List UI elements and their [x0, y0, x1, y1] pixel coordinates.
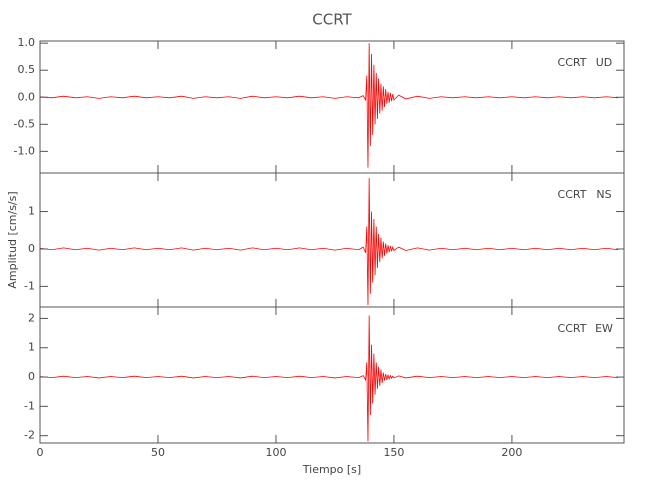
y-tick-label: 0.0 [18, 90, 36, 103]
y-tick-label: -1 [24, 279, 35, 292]
y-tick-label: 1 [28, 341, 35, 354]
y-tick-label: -1.0 [14, 144, 35, 157]
component-label: UD [596, 56, 613, 69]
y-axis-label: Amplitud [cm/s/s] [6, 191, 19, 288]
panel-frame [39, 172, 625, 308]
x-tick-label: 100 [265, 446, 286, 459]
x-tick-label: 150 [383, 446, 404, 459]
chart-title: CCRT [312, 11, 352, 29]
y-tick-label: 1.0 [18, 36, 36, 49]
y-tick-label: -1 [24, 399, 35, 412]
y-tick-label: 0 [28, 242, 35, 255]
component-label: EW [595, 322, 613, 335]
y-tick-label: 1 [28, 205, 35, 218]
waveform [39, 43, 619, 168]
x-tick-label: 200 [501, 446, 522, 459]
x-tick-label: 50 [151, 446, 165, 459]
component-label: NS [596, 188, 611, 201]
y-tick-label: 0 [28, 370, 35, 383]
y-tick-label: -0.5 [14, 117, 35, 130]
station-label: CCRT [558, 188, 587, 201]
y-tick-label: 2 [28, 311, 35, 324]
station-label: CCRT [558, 322, 587, 335]
station-label: CCRT [558, 56, 587, 69]
waveform [39, 177, 619, 306]
x-tick-label: 0 [37, 446, 44, 459]
y-tick-label: 0.5 [18, 63, 36, 76]
waveform [39, 315, 619, 442]
y-tick-label: -2 [24, 429, 35, 442]
x-axis-label: Tiempo [s] [302, 463, 361, 476]
panel-frame [39, 306, 625, 444]
panel-frame [39, 40, 625, 174]
